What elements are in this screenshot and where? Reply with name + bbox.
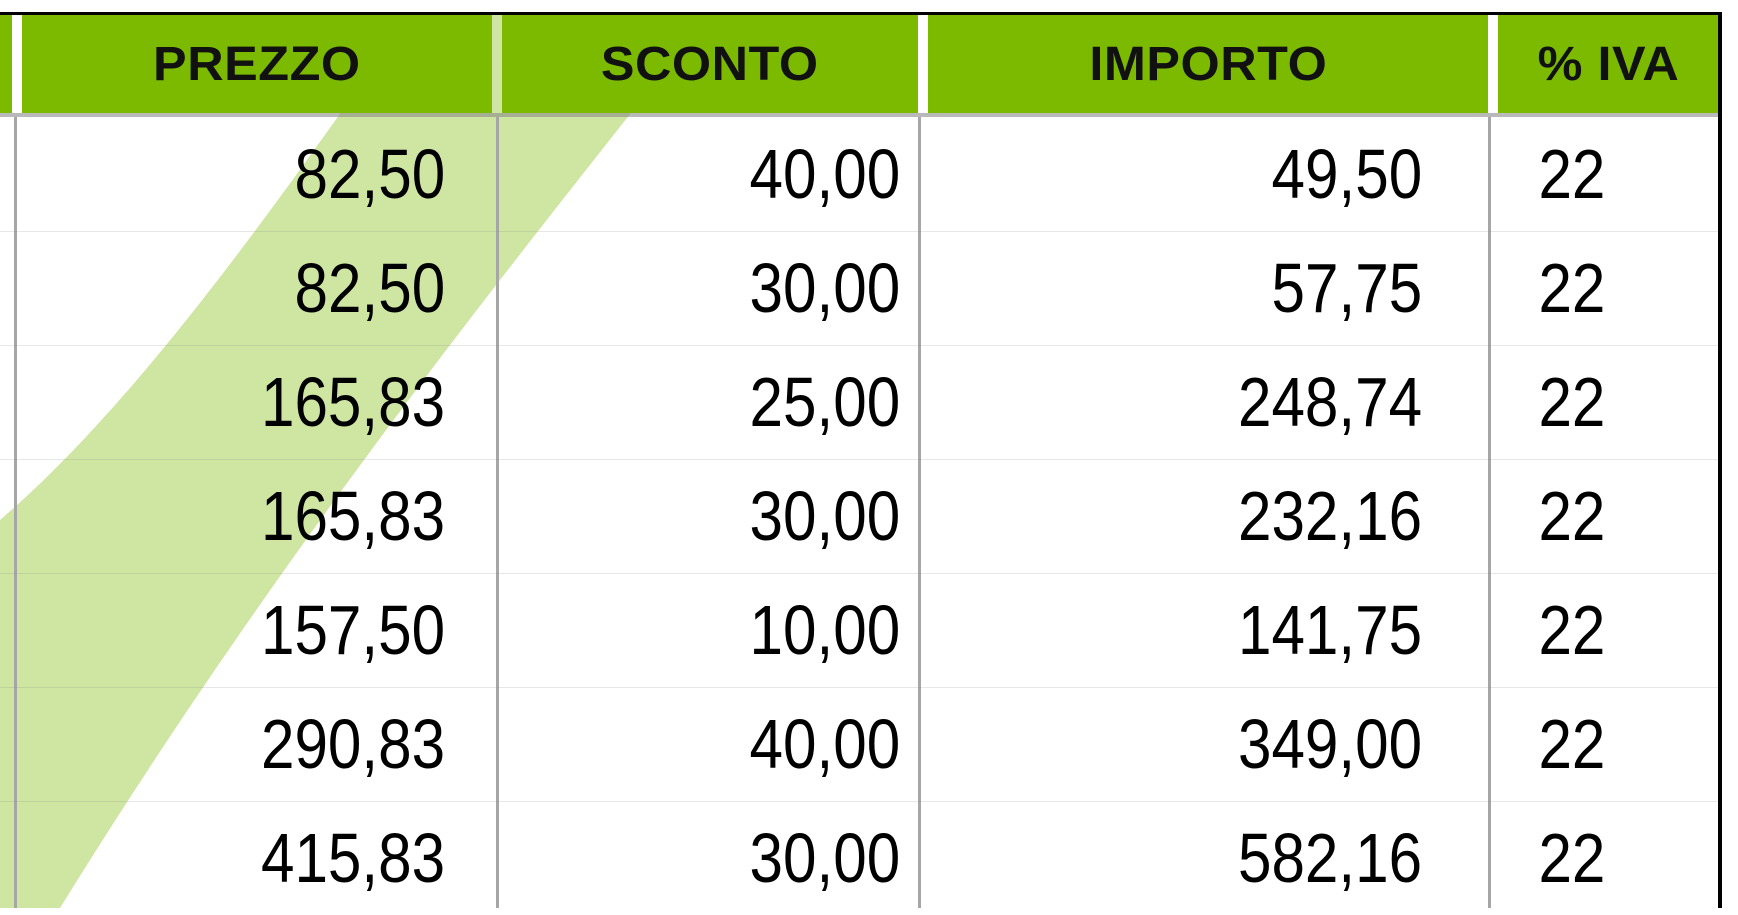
column-separator bbox=[14, 117, 17, 908]
cell-prezzo: 82,50 bbox=[294, 249, 445, 327]
cell-importo: 141,75 bbox=[1237, 591, 1422, 669]
cell-prezzo: 157,50 bbox=[260, 591, 445, 669]
cell-sconto: 40,00 bbox=[749, 705, 900, 783]
cell-sconto: 10,00 bbox=[749, 591, 900, 669]
row-divider bbox=[0, 801, 1718, 802]
cell-importo: 57,75 bbox=[1271, 249, 1422, 327]
table-right-border bbox=[1718, 12, 1722, 908]
cell-importo: 582,16 bbox=[1237, 819, 1422, 897]
column-separator bbox=[496, 117, 499, 908]
header-prezzo: PREZZO bbox=[22, 15, 492, 113]
cell-importo: 248,74 bbox=[1237, 363, 1422, 441]
cell-iva: 22 bbox=[1538, 135, 1606, 213]
cell-prezzo: 165,83 bbox=[260, 477, 445, 555]
row-divider bbox=[0, 345, 1718, 346]
header-sconto: SCONTO bbox=[502, 15, 918, 113]
table-row: 157,50 10,00 141,75 22 bbox=[0, 573, 1718, 687]
table-row: 165,83 25,00 248,74 22 bbox=[0, 345, 1718, 459]
cell-iva: 22 bbox=[1538, 249, 1606, 327]
row-divider bbox=[0, 687, 1718, 688]
cell-sconto: 30,00 bbox=[749, 819, 900, 897]
table-row: 415,83 30,00 582,16 22 bbox=[0, 801, 1718, 915]
cell-sconto: 25,00 bbox=[749, 363, 900, 441]
cell-prezzo: 165,83 bbox=[260, 363, 445, 441]
row-divider bbox=[0, 231, 1718, 232]
row-divider bbox=[0, 459, 1718, 460]
cell-importo: 232,16 bbox=[1237, 477, 1422, 555]
header-iva: % IVA bbox=[1498, 15, 1718, 113]
cell-prezzo: 415,83 bbox=[260, 819, 445, 897]
table-top-border bbox=[0, 12, 1722, 15]
top-margin bbox=[0, 0, 1738, 15]
table-row: 82,50 40,00 49,50 22 bbox=[0, 117, 1718, 231]
table-row: 290,83 40,00 349,00 22 bbox=[0, 687, 1718, 801]
column-separator bbox=[918, 117, 921, 908]
header-underline bbox=[0, 113, 1718, 117]
row-divider bbox=[0, 573, 1718, 574]
cell-importo: 49,50 bbox=[1271, 135, 1422, 213]
table-row: 165,83 30,00 232,16 22 bbox=[0, 459, 1718, 573]
cell-iva: 22 bbox=[1538, 477, 1606, 555]
cell-sconto: 30,00 bbox=[749, 477, 900, 555]
cell-iva: 22 bbox=[1538, 819, 1606, 897]
table-header: PREZZO SCONTO IMPORTO % IVA bbox=[0, 15, 1718, 113]
column-separator bbox=[1488, 117, 1491, 908]
table-row: 82,50 30,00 57,75 22 bbox=[0, 231, 1718, 345]
header-cell-partial bbox=[0, 15, 12, 113]
cell-importo: 349,00 bbox=[1237, 705, 1422, 783]
cell-prezzo: 82,50 bbox=[294, 135, 445, 213]
header-importo: IMPORTO bbox=[928, 15, 1488, 113]
table-body: 82,50 40,00 49,50 22 82,50 30,00 57,75 2… bbox=[0, 117, 1718, 908]
cell-sconto: 30,00 bbox=[749, 249, 900, 327]
right-margin bbox=[1722, 0, 1738, 908]
cell-iva: 22 bbox=[1538, 591, 1606, 669]
cell-prezzo: 290,83 bbox=[260, 705, 445, 783]
cell-iva: 22 bbox=[1538, 705, 1606, 783]
cell-sconto: 40,00 bbox=[749, 135, 900, 213]
cell-iva: 22 bbox=[1538, 363, 1606, 441]
